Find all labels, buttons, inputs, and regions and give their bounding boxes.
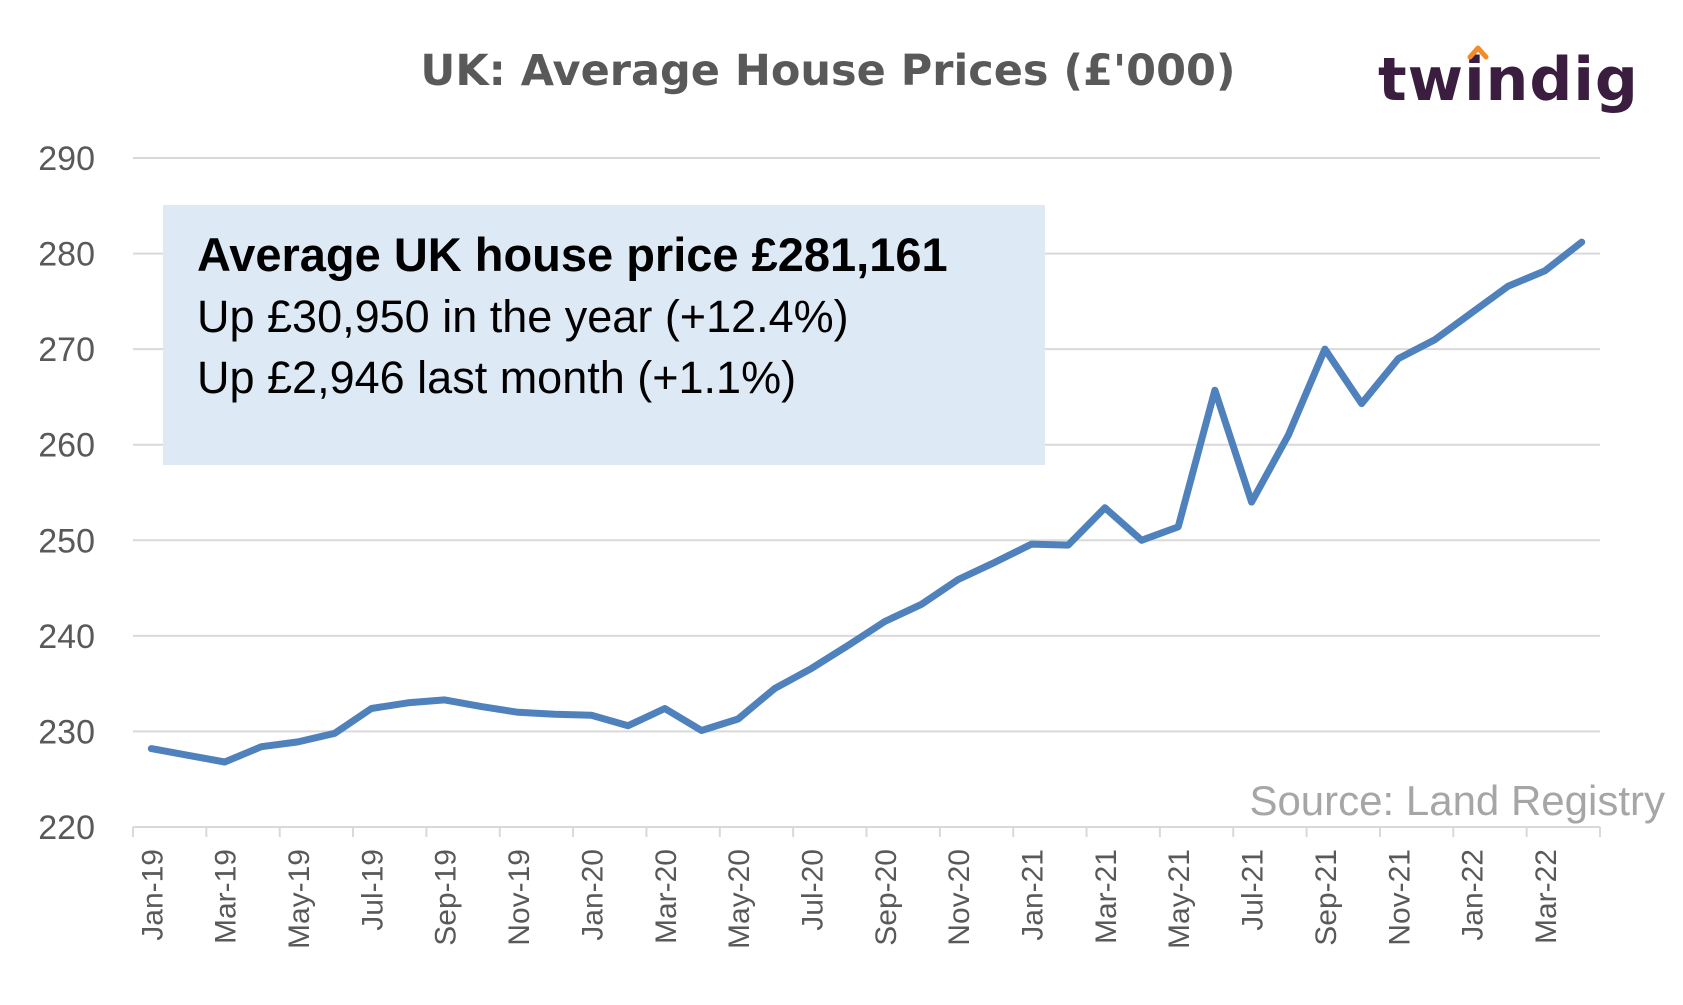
y-tick-label: 260: [38, 427, 95, 465]
series-line: [147, 238, 1586, 766]
x-tick-label: Mar-20: [650, 849, 683, 944]
y-tick-label: 240: [38, 618, 95, 656]
x-tick-label: Sep-19: [430, 849, 463, 946]
x-tick-label: May-20: [723, 849, 756, 949]
callout-box: Average UK house price £281,161 Up £30,9…: [163, 205, 1045, 465]
y-tick-label: 290: [38, 140, 95, 178]
x-tick-label: Sep-20: [870, 849, 903, 946]
x-tick-label: Nov-21: [1383, 849, 1416, 946]
x-tick-label: Jul-21: [1237, 849, 1270, 931]
chart-title: UK: Average House Prices (£'000): [420, 46, 1235, 96]
y-tick-label: 220: [38, 809, 95, 847]
callout-line-year: Up £30,950 in the year (+12.4%): [197, 291, 849, 342]
x-tick-label: Nov-19: [503, 849, 536, 946]
x-tick-label: Jul-19: [356, 849, 389, 931]
callout-background: [163, 205, 1045, 465]
x-tick-label: Jan-19: [136, 849, 169, 941]
x-tick-label: Sep-21: [1310, 849, 1343, 946]
x-tick-label: Jan-21: [1017, 849, 1050, 941]
y-tick-label: 280: [38, 236, 95, 274]
source-note: Source: Land Registry: [1249, 777, 1665, 824]
callout-line-month: Up £2,946 last month (+1.1%): [197, 352, 796, 403]
callout-headline: Average UK house price £281,161: [197, 228, 948, 281]
x-tick-label: Mar-19: [210, 849, 243, 944]
twindig-logo: twindig: [1378, 45, 1639, 115]
x-tick-label: Nov-20: [943, 849, 976, 946]
y-axis-ticks: 220 230 240 250 260 270 280 290: [38, 140, 95, 847]
x-tick-label: Mar-21: [1090, 849, 1123, 944]
x-tick-label: May-21: [1163, 849, 1196, 949]
y-tick-label: 230: [38, 713, 95, 751]
y-tick-label: 270: [38, 331, 95, 369]
x-tick-label: Mar-22: [1530, 849, 1563, 944]
x-tick-label: Jul-20: [796, 849, 829, 931]
x-tick-label: Jan-22: [1457, 849, 1490, 941]
x-axis-ticks: Jan-19 Mar-19 May-19 Jul-19 Sep-19 Nov-19 Jan-…: [136, 849, 1563, 949]
x-tick-label: Jan-20: [576, 849, 609, 941]
x-axis: [132, 826, 1601, 837]
logo-accent-icon: [1467, 45, 1489, 60]
logo-text: twindig: [1378, 45, 1639, 115]
x-tick-label: May-19: [283, 849, 316, 949]
y-tick-label: 250: [38, 522, 95, 560]
